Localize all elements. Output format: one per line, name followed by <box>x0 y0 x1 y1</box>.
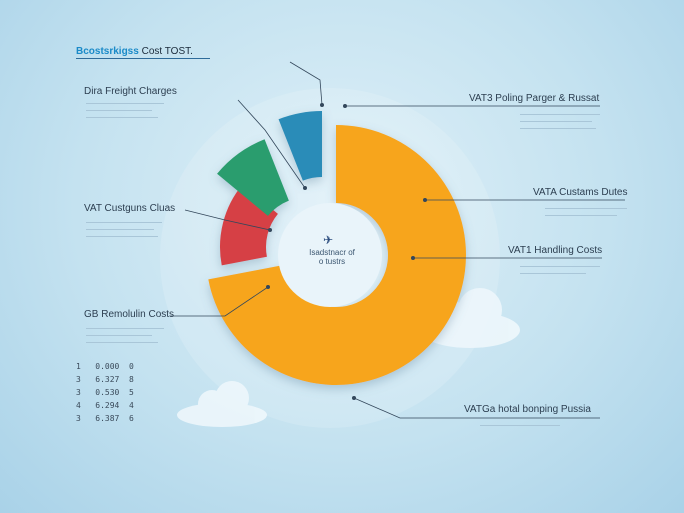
table-cell-count: 8 <box>129 375 134 384</box>
table-cell-value: 6.294 <box>95 401 120 410</box>
leader-clears <box>184 209 271 231</box>
label-customs-duties: VATA Custams Dutes <box>533 187 628 198</box>
table-cell-value: 6.387 <box>95 414 120 423</box>
filler-line <box>520 273 586 274</box>
filler-line <box>86 236 158 237</box>
label-dira-freight: Dira Freight Charges <box>84 86 177 97</box>
filler-line <box>86 103 164 104</box>
table-cell-id: 3 <box>76 375 81 384</box>
filler-line <box>545 208 627 209</box>
table-row: 1 0.000 0 <box>76 362 134 371</box>
label-gb-removal: GB Remolulin Costs <box>84 309 175 320</box>
filler-line <box>86 342 158 343</box>
leader-removal <box>170 286 269 317</box>
table-cell-value: 6.327 <box>95 375 120 384</box>
chart-title: Bcostsrkigss Cost TOST. <box>76 46 193 57</box>
cloud-bottom <box>177 381 267 427</box>
leader-dot <box>423 198 427 202</box>
title-underline <box>76 58 210 59</box>
filler-line <box>86 328 164 329</box>
leader-freight <box>237 99 306 189</box>
pie-slice-3 <box>208 125 466 385</box>
filler-line <box>520 266 600 267</box>
plane-icon: ✈ <box>323 233 333 247</box>
filler-line <box>520 128 596 129</box>
filler-line <box>86 335 152 336</box>
table-cell-count: 5 <box>129 388 134 397</box>
table-cell-count: 0 <box>129 362 134 371</box>
filler-line <box>520 114 600 115</box>
title-rest: Cost TOST. <box>138 46 193 57</box>
leader-dot <box>303 186 307 190</box>
table-row: 3 0.530 5 <box>76 388 134 397</box>
table-cell-id: 1 <box>76 362 81 371</box>
donut-hole <box>278 203 382 307</box>
leader-dot <box>343 104 347 108</box>
leader-title <box>289 61 323 106</box>
leader-hotel <box>353 397 600 419</box>
label-handling: VAT1 Handling Costs <box>508 245 603 256</box>
title-accent: Bcostsrkigss <box>76 46 139 57</box>
label-hotel: VATGa hotal bonping Pussia <box>464 404 591 415</box>
filler-line <box>86 117 158 118</box>
label-customs-clears: VAT Custguns Cluas <box>84 203 176 214</box>
leader-dot <box>411 256 415 260</box>
table-row: 3 6.327 8 <box>76 375 134 384</box>
table-cell-value: 0.000 <box>95 362 120 371</box>
filler-line <box>86 222 162 223</box>
center-line-1: Isadstnacr of <box>309 248 355 257</box>
table-cell-count: 4 <box>129 401 134 410</box>
table-cell-value: 0.530 <box>95 388 120 397</box>
table-cell-id: 4 <box>76 401 81 410</box>
center-label: Isadstnacr of o tustrs <box>292 248 372 266</box>
center-line-2: o tustrs <box>318 257 346 266</box>
table-cell-count: 6 <box>129 414 134 423</box>
leader-dot <box>320 103 324 107</box>
leader-dots <box>266 103 427 400</box>
pie-slice-2 <box>278 111 322 181</box>
filler-line <box>545 215 617 216</box>
leader-dot <box>268 228 272 232</box>
leader-dot <box>352 396 356 400</box>
label-poling: VAT3 Poling Parger & Russat <box>469 93 600 104</box>
filler-line <box>86 229 154 230</box>
table-row: 3 6.387 6 <box>76 414 134 423</box>
leader-dot <box>266 285 270 289</box>
filler-line <box>480 425 560 426</box>
filler-line <box>520 121 592 122</box>
table-cell-id: 3 <box>76 414 81 423</box>
leader-lines <box>170 61 625 419</box>
filler-line <box>86 110 152 111</box>
pie-slice-1 <box>217 139 289 216</box>
table-row: 4 6.294 4 <box>76 401 134 410</box>
table-cell-id: 3 <box>76 388 81 397</box>
